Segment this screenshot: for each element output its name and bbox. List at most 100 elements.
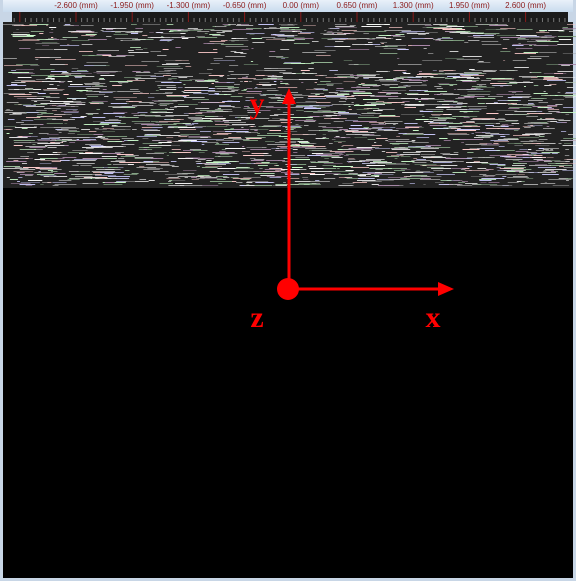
noise-streak — [164, 92, 173, 93]
noise-streak — [481, 132, 491, 133]
noise-streak — [496, 167, 501, 168]
noise-streak — [530, 98, 547, 99]
z-axis-label: z — [250, 301, 263, 334]
noise-streak — [474, 123, 496, 124]
noise-streak — [93, 167, 97, 168]
noise-streak — [244, 81, 248, 82]
noise-streak — [240, 53, 247, 54]
noise-streak — [82, 183, 99, 184]
noise-streak — [158, 100, 177, 101]
noise-streak — [398, 30, 412, 31]
noise-streak — [423, 134, 436, 135]
noise-streak — [8, 72, 30, 73]
noise-streak — [386, 152, 398, 153]
noise-streak — [468, 108, 487, 109]
noise-streak — [486, 78, 505, 79]
noise-streak — [287, 37, 305, 38]
noise-streak — [266, 133, 291, 134]
noise-streak — [210, 63, 220, 64]
noise-streak — [113, 34, 128, 35]
noise-streak — [487, 24, 507, 25]
noise-streak — [533, 85, 539, 86]
noise-streak — [176, 173, 195, 174]
ruler-label: -1.300 (mm) — [167, 1, 211, 10]
noise-streak — [151, 121, 159, 122]
noise-streak — [262, 155, 272, 156]
noise-streak — [463, 122, 475, 123]
noise-streak — [450, 40, 465, 41]
noise-streak — [334, 46, 351, 47]
noise-streak — [463, 112, 468, 113]
noise-streak — [298, 146, 308, 147]
noise-streak — [508, 108, 520, 109]
noise-streak — [481, 119, 506, 120]
noise-streak — [351, 102, 354, 103]
noise-streak — [95, 137, 106, 138]
noise-streak — [13, 140, 35, 141]
noise-streak — [305, 119, 314, 120]
noise-streak — [187, 28, 198, 29]
noise-streak — [445, 73, 463, 74]
noise-streak — [184, 90, 201, 91]
noise-streak — [488, 96, 504, 97]
noise-streak — [195, 112, 216, 113]
noise-streak — [525, 133, 548, 134]
noise-streak — [426, 99, 445, 100]
noise-streak — [14, 167, 22, 168]
noise-streak — [168, 185, 185, 186]
noise-streak — [166, 96, 184, 97]
noise-streak — [443, 70, 454, 71]
noise-streak — [493, 102, 498, 103]
noise-streak — [269, 115, 279, 116]
noise-streak — [439, 123, 463, 124]
noise-streak — [457, 103, 468, 104]
noise-streak — [537, 167, 557, 168]
noise-streak — [422, 116, 425, 117]
noise-streak — [280, 122, 292, 123]
noise-streak — [375, 169, 383, 170]
noise-streak — [303, 184, 321, 185]
noise-streak — [328, 143, 333, 144]
noise-streak — [72, 160, 96, 161]
noise-streak — [547, 105, 558, 106]
noise-streak — [30, 75, 55, 76]
noise-streak — [29, 142, 48, 143]
noise-streak — [155, 116, 174, 117]
noise-streak — [320, 156, 340, 157]
noise-streak — [439, 104, 463, 105]
noise-streak — [69, 84, 83, 85]
noise-streak — [206, 111, 229, 112]
noise-streak — [139, 179, 147, 180]
noise-streak — [200, 102, 220, 103]
noise-streak — [81, 44, 93, 45]
noise-streak — [459, 139, 484, 140]
noise-streak — [519, 149, 528, 150]
noise-streak — [371, 102, 388, 103]
noise-streak — [400, 82, 423, 83]
noise-streak — [522, 111, 537, 112]
noise-streak — [254, 106, 274, 107]
noise-streak — [134, 158, 157, 159]
noise-streak — [482, 175, 496, 176]
noise-streak — [245, 76, 249, 77]
noise-streak — [276, 57, 289, 58]
noise-streak — [438, 184, 449, 185]
ruler — [3, 0, 573, 12]
noise-streak — [253, 79, 278, 80]
noise-streak — [149, 145, 172, 146]
noise-streak — [443, 127, 458, 128]
noise-streak — [209, 41, 226, 42]
noise-streak — [194, 120, 212, 121]
noise-streak — [206, 160, 212, 161]
noise-streak — [495, 29, 508, 30]
noise-streak — [523, 81, 530, 82]
noise-streak — [543, 128, 555, 129]
noise-streak — [171, 37, 196, 38]
noise-streak — [134, 78, 157, 79]
noise-streak — [92, 167, 104, 168]
noise-streak — [395, 39, 402, 40]
noise-streak — [493, 85, 509, 86]
noise-streak — [73, 159, 98, 160]
noise-streak — [460, 161, 465, 162]
noise-streak — [343, 81, 356, 82]
